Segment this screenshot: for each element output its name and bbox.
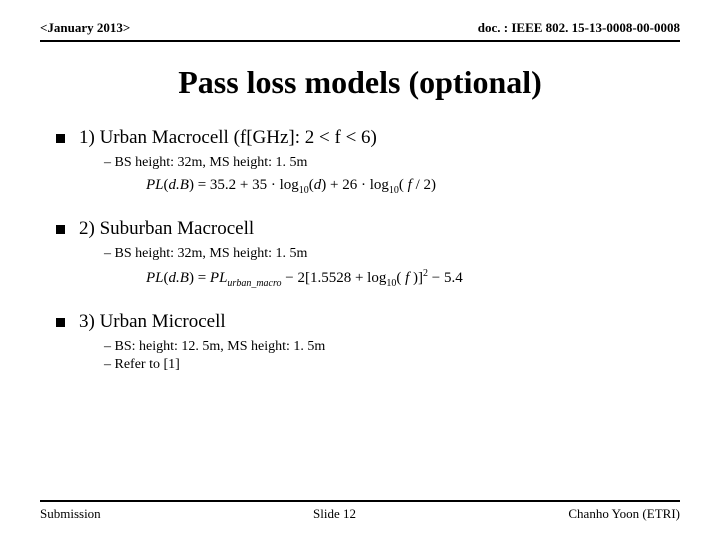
item-sub: – BS height: 32m, MS height: 1. 5m (104, 246, 664, 262)
square-bullet-icon (56, 318, 65, 327)
item-heading: 2) Suburban Macrocell (79, 218, 254, 240)
item-sub: – BS: height: 12. 5m, MS height: 1. 5m (104, 339, 664, 355)
footer-rule (40, 500, 680, 502)
item-sub: – Refer to [1] (104, 357, 664, 373)
footer-right: Chanho Yoon (ETRI) (568, 506, 680, 522)
item-formula: PL(d.B) = PLurban_macro − 2[1.5528 + log… (146, 268, 664, 289)
list-item: 3) Urban Microcell – BS: height: 12. 5m,… (56, 311, 664, 373)
item-formula: PL(d.B) = 35.2 + 35 · log10(d) + 26 · lo… (146, 177, 664, 196)
item-heading: 1) Urban Macrocell (f[GHz]: 2 < f < 6) (79, 127, 377, 149)
list-item: 1) Urban Macrocell (f[GHz]: 2 < f < 6) –… (56, 127, 664, 196)
header-doc-id: doc. : IEEE 802. 15-13-0008-00-0008 (478, 20, 680, 36)
square-bullet-icon (56, 225, 65, 234)
footer: Submission Slide 12 Chanho Yoon (ETRI) (40, 500, 680, 522)
square-bullet-icon (56, 134, 65, 143)
footer-center: Slide 12 (313, 506, 356, 522)
footer-left: Submission (40, 506, 101, 522)
item-heading: 3) Urban Microcell (79, 311, 226, 333)
item-sub: – BS height: 32m, MS height: 1. 5m (104, 155, 664, 171)
header-rule (40, 40, 680, 42)
header-date: <January 2013> (40, 20, 130, 36)
list-item: 2) Suburban Macrocell – BS height: 32m, … (56, 218, 664, 289)
slide-content: 1) Urban Macrocell (f[GHz]: 2 < f < 6) –… (0, 127, 720, 373)
slide-title: Pass loss models (optional) (0, 64, 720, 101)
